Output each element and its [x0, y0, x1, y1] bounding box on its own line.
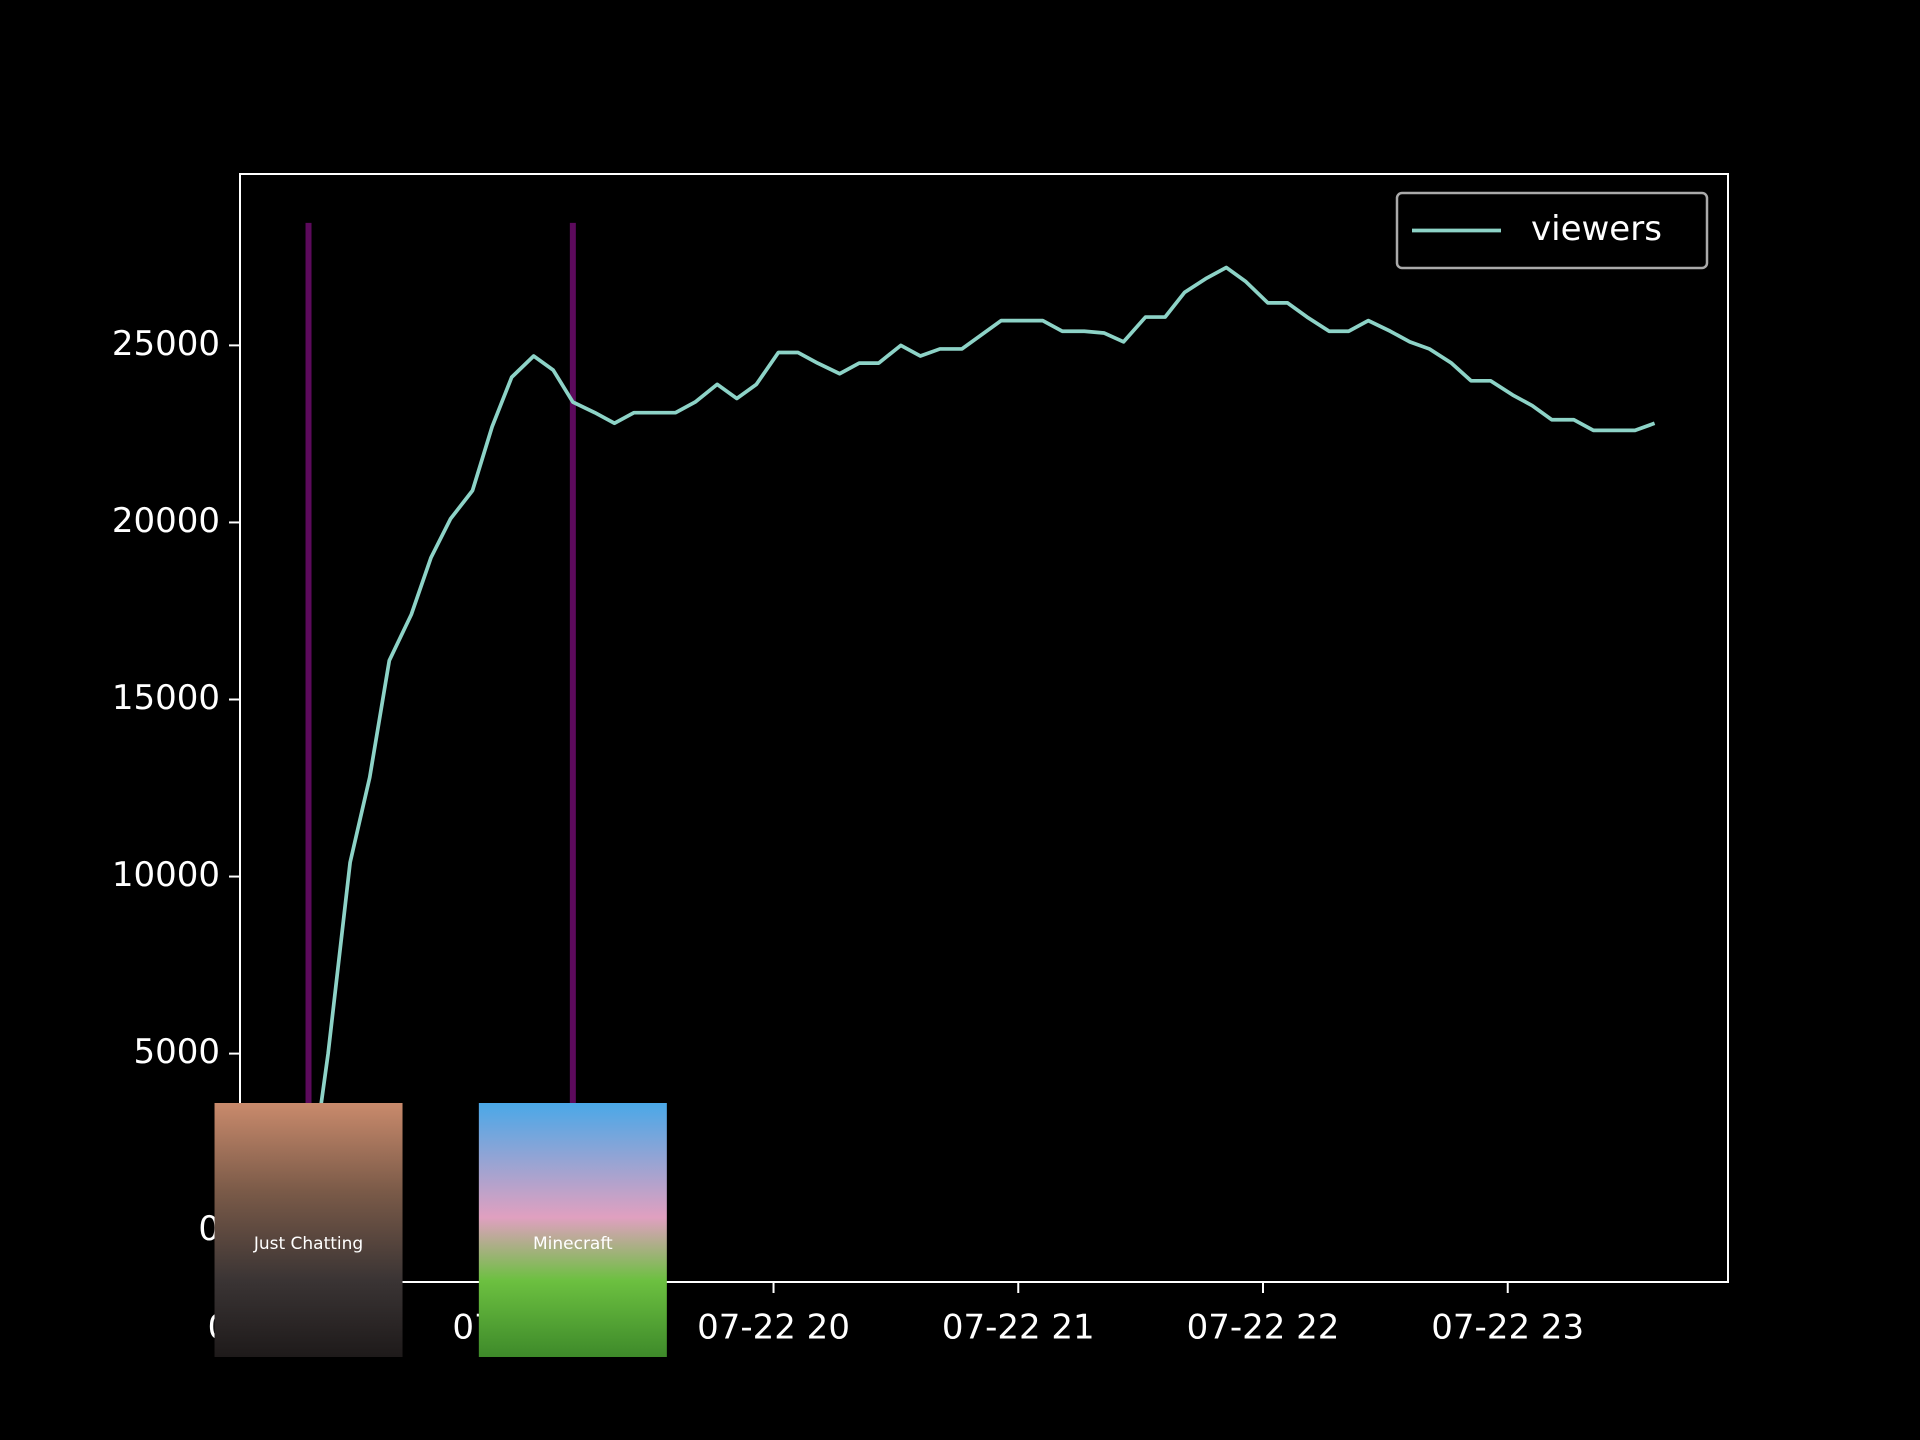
legend-box	[1395, 191, 1709, 270]
x-tick-label: 07-22 21	[942, 1308, 1095, 1348]
axes-frame	[239, 173, 1729, 1283]
y-tick-label: 20000	[112, 501, 220, 541]
game-thumbnail: Minecraft	[478, 1103, 667, 1357]
x-tick-label: 07-22 20	[697, 1308, 850, 1348]
game-label: Minecraft	[533, 1234, 613, 1254]
y-tick-label: 5000	[133, 1032, 220, 1072]
x-tick-label: 07-22 22	[1187, 1308, 1340, 1348]
y-tick-label: 25000	[112, 324, 220, 364]
y-tick-label: 10000	[112, 855, 220, 895]
y-tick-label: 15000	[112, 678, 220, 718]
game-thumbnail: Just Chatting	[214, 1103, 403, 1357]
x-tick-label: 07-22 23	[1431, 1308, 1584, 1348]
legend-label: viewers	[1531, 209, 1662, 249]
series-line	[306, 265, 1656, 1196]
game-label: Just Chatting	[253, 1234, 363, 1254]
game-image	[214, 1103, 403, 1357]
game-image	[478, 1103, 667, 1357]
